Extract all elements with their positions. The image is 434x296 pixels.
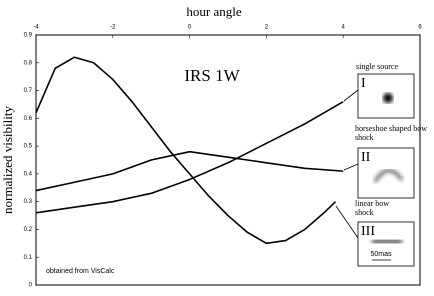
y-axis-label: normalized visibility (0, 106, 15, 214)
inset-label: I (361, 76, 366, 91)
arrow (335, 205, 359, 239)
y-tick-label: 0 (29, 283, 33, 289)
plot-frame (35, 34, 421, 286)
x-tick-label: -4 (33, 25, 39, 31)
inset-box (357, 221, 415, 267)
y-tick-label: 0.2 (24, 227, 33, 233)
x-tick-label: 2 (265, 25, 269, 31)
inset-caption: single source (356, 62, 398, 71)
linear-image (372, 240, 402, 243)
scale-label: 50mas (370, 251, 392, 258)
inset-caption: horseshoe shaped bow shock (355, 124, 427, 142)
y-tick-label: 0.3 (24, 199, 33, 205)
x-tick-label: 4 (342, 25, 346, 31)
y-tick-label: 0.5 (24, 144, 33, 150)
note: obtained from VisCalc (46, 268, 115, 275)
inset-box (357, 147, 415, 199)
inset-label: II (361, 150, 371, 165)
y-tick-label: 0.7 (24, 88, 33, 94)
arrow (343, 89, 359, 102)
series-line (35, 56, 337, 245)
y-tick-label: 0.4 (24, 171, 33, 177)
arrow (343, 163, 359, 171)
inset-box (357, 73, 415, 119)
x-tick-label: 6 (418, 25, 422, 31)
inset-caption: linear bow shock (355, 199, 389, 217)
y-tick-label: 0.6 (24, 116, 33, 122)
source-image (383, 93, 393, 103)
y-tick-label: 0.9 (24, 33, 33, 39)
x-tick-label: -2 (110, 25, 116, 31)
horseshoe-image (373, 169, 404, 183)
insets (335, 73, 415, 267)
series-line (35, 150, 344, 192)
y-tick-label: 0.1 (24, 255, 33, 261)
x-tick-label: 0 (188, 25, 192, 31)
series-line (35, 100, 344, 214)
y-tick-label: 0.8 (24, 60, 33, 66)
x-axis-label: hour angle (186, 4, 241, 19)
chart-title: IRS 1W (184, 66, 240, 85)
inset-label: III (361, 224, 375, 239)
